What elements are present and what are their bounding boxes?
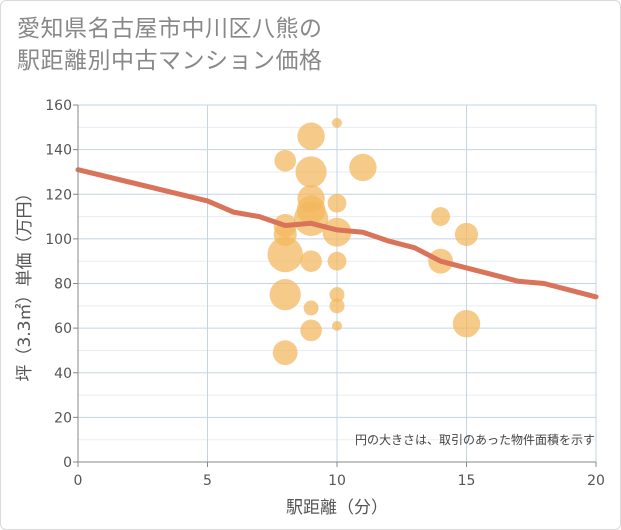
bubble — [272, 340, 298, 366]
bubble — [267, 236, 303, 273]
y-tick-label: 40 — [54, 366, 72, 382]
bubble — [332, 117, 342, 128]
x-tick-label: 0 — [74, 473, 83, 489]
bubble — [269, 279, 301, 311]
y-tick-label: 0 — [63, 455, 72, 471]
bubble — [303, 300, 319, 316]
trend-line — [75, 167, 599, 300]
chart-title-line-2: 駅距離別中古マンション価格 — [17, 48, 323, 74]
bubble — [329, 298, 345, 314]
y-tick-label: 60 — [54, 321, 72, 337]
bubble — [332, 320, 342, 331]
bubble — [431, 207, 450, 226]
trend-series — [75, 167, 599, 300]
bubble — [295, 156, 327, 188]
bubble — [297, 122, 325, 150]
bubble — [329, 287, 345, 303]
bubble — [300, 319, 322, 342]
y-tick-label: 140 — [45, 143, 72, 159]
y-tick-label: 20 — [54, 410, 72, 426]
bubble — [327, 193, 347, 213]
tick-labels: 0 20 40 60 80 100 120 140 160 0 5 10 15 20 — [45, 98, 605, 489]
x-tick-label: 5 — [203, 473, 212, 489]
chart-title: 愛知県名古屋市中川区八熊の 駅距離別中古マンション価格 — [17, 13, 323, 77]
bubble — [452, 309, 481, 338]
x-axis-label: 駅距離（分） — [286, 498, 388, 518]
bubble — [454, 222, 479, 247]
bubble-series — [267, 117, 481, 366]
bubble — [327, 251, 347, 271]
y-axis-label: 坪（3.3㎡）単価（万円） — [15, 184, 35, 381]
x-tick-label: 10 — [328, 473, 346, 489]
bubble — [349, 153, 377, 182]
x-tick-label: 20 — [587, 473, 605, 489]
grid-lines — [77, 104, 597, 463]
y-tick-label: 120 — [45, 187, 72, 203]
y-tick-label: 100 — [45, 232, 72, 248]
y-tick-label: 80 — [54, 277, 72, 293]
y-tick-label: 160 — [45, 98, 72, 114]
chart-title-line-1: 愛知県名古屋市中川区八熊の — [17, 16, 323, 42]
axes — [73, 104, 597, 467]
x-tick-label: 15 — [458, 473, 476, 489]
bubble — [300, 250, 322, 272]
bubble — [274, 149, 297, 172]
bubble-size-note: 円の大きさは、取引のあった物件面積を示す — [355, 432, 595, 447]
